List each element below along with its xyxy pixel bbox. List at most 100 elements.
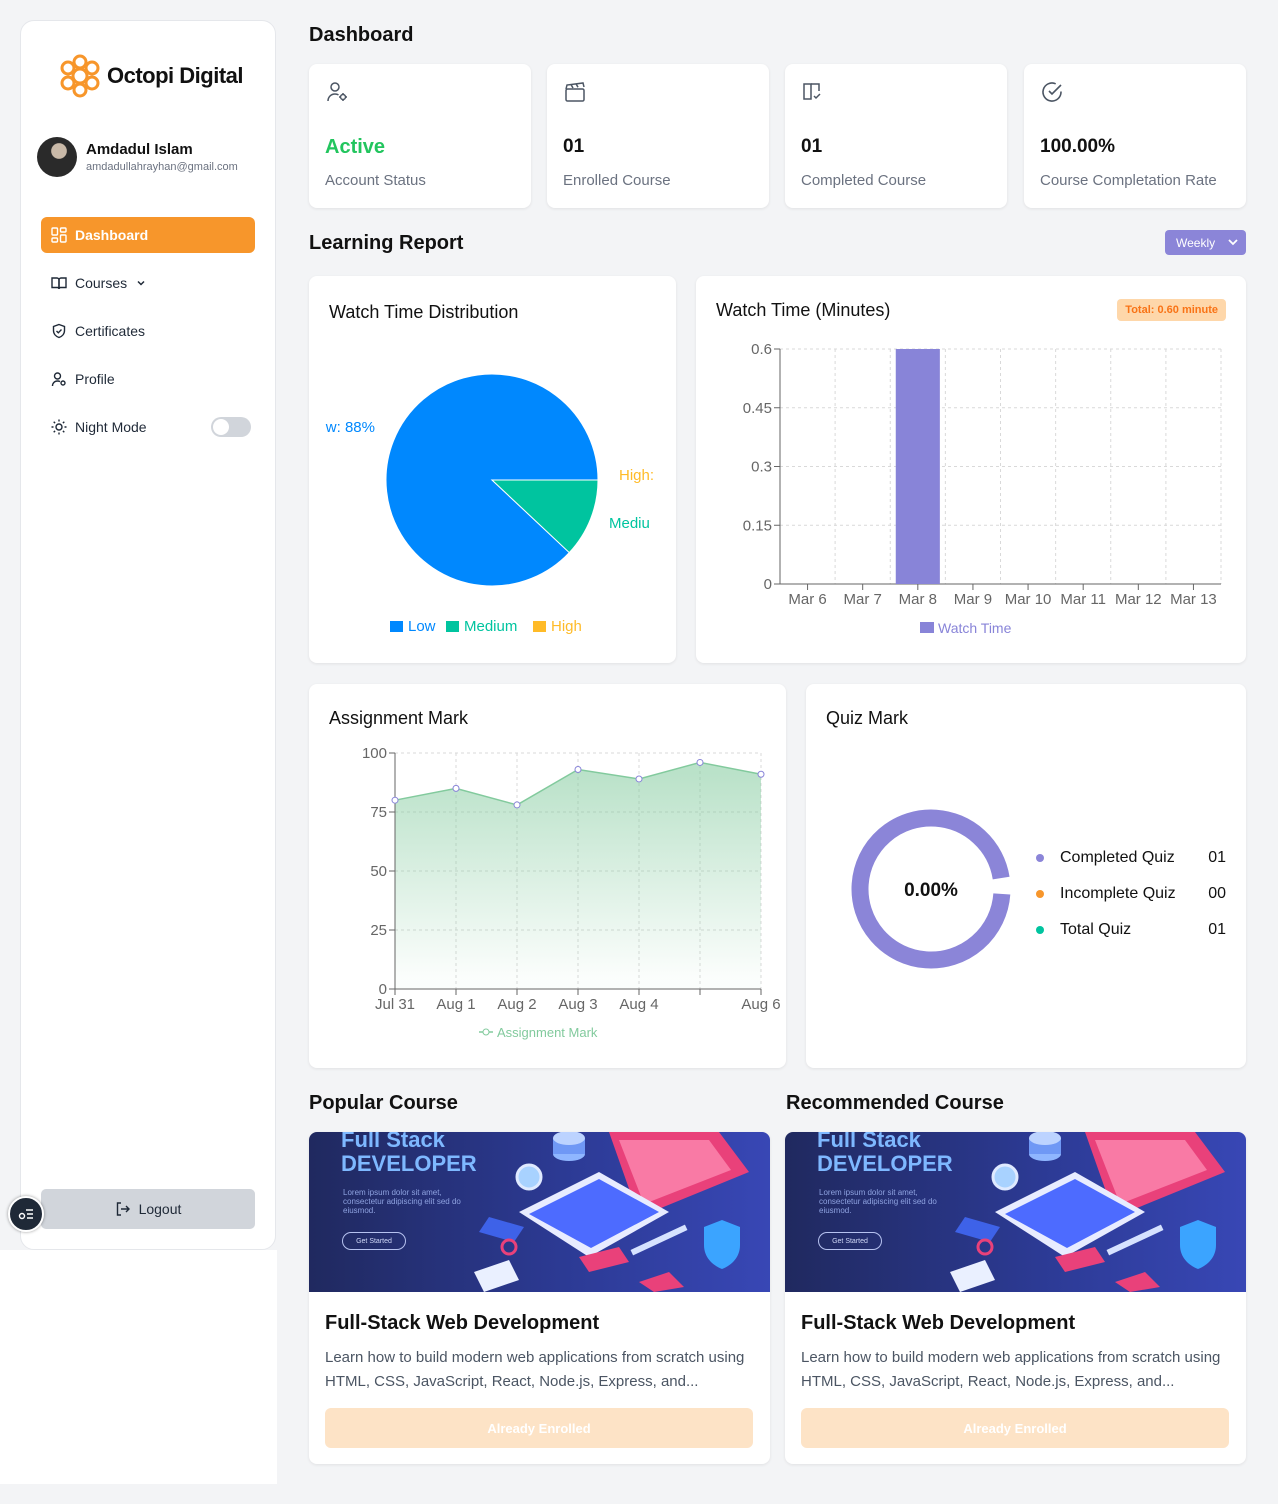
bar-mar-8[interactable] <box>895 349 940 584</box>
course-banner-image: Full Stack DEVELOPER Lorem ipsum dolor s… <box>785 1132 1246 1292</box>
sidebar-item-label: Night Mode <box>75 419 147 435</box>
data-point[interactable] <box>635 775 643 783</box>
period-select[interactable]: Weekly <box>1165 230 1246 255</box>
x-tick-label: Aug 4 <box>619 996 658 1013</box>
sidebar-item-label: Certificates <box>75 323 146 339</box>
legend-dot <box>1036 854 1044 862</box>
legend-value: 00 <box>1208 885 1226 902</box>
stat-card-completed-course: 01 Completed Course <box>785 64 1007 208</box>
pie-label-low: w: 88% <box>325 419 375 436</box>
chart-title: Quiz Mark <box>826 708 909 728</box>
stat-value: 01 <box>563 136 585 157</box>
data-point[interactable] <box>391 796 399 804</box>
logout-label: Logout <box>138 1201 182 1217</box>
brand-name: Octopi Digital <box>107 63 244 88</box>
banner-text: Lorem ipsum dolor sit amet, consectetur … <box>819 1188 937 1215</box>
watch-time-minutes-card: Watch Time (Minutes) Total: 0.60 minute … <box>696 276 1246 663</box>
y-tick-label: 0.6 <box>751 341 772 358</box>
stat-card-enrolled-course: 01 Enrolled Course <box>547 64 769 208</box>
course-description: Learn how to build modern web applicatio… <box>801 1349 1221 1390</box>
learning-report-title: Learning Report <box>309 232 464 254</box>
shield-check-icon <box>52 323 66 339</box>
chart-title: Watch Time Distribution <box>329 302 519 322</box>
x-tick-label: Mar 8 <box>899 591 937 608</box>
already-enrolled-button[interactable]: Already Enrolled <box>801 1408 1229 1448</box>
legend-swatch-low <box>390 621 403 632</box>
legend-marker-assignment-mark <box>482 1028 490 1036</box>
sidebar-footer-area <box>0 1250 277 1484</box>
course-title[interactable]: Full-Stack Web Development <box>325 1312 600 1334</box>
x-tick-label: Aug 6 <box>741 996 780 1013</box>
legend-dot <box>1036 926 1044 934</box>
y-tick-label: 100 <box>362 745 387 762</box>
logout-icon <box>116 1202 130 1216</box>
developer-illustration <box>474 1132 749 1292</box>
y-tick-label: 50 <box>370 863 387 880</box>
data-point[interactable] <box>757 770 765 778</box>
data-point[interactable] <box>452 784 460 792</box>
pie-label-high: High: <box>619 467 654 484</box>
x-tick-label: Mar 9 <box>954 591 992 608</box>
recommended-course-title: Recommended Course <box>786 1092 1004 1114</box>
quiz-legend-row: Total Quiz 01 <box>1036 912 1226 948</box>
sidebar-item-profile[interactable]: Profile <box>41 361 255 397</box>
stat-card-account-status: Active Account Status <box>309 64 531 208</box>
x-tick-label: Aug 2 <box>497 996 536 1013</box>
night-mode-toggle[interactable] <box>211 417 251 437</box>
sun-icon <box>51 419 67 435</box>
y-tick-label: 25 <box>370 922 387 939</box>
assignment-mark-card: Assignment Mark 0 25 50 75 100 Jul 31 Aug 1 Aug… <box>309 684 786 1068</box>
data-point[interactable] <box>513 801 521 809</box>
legend-label-watch-time: Watch Time <box>938 620 1012 636</box>
chevron-down-icon <box>137 280 145 286</box>
sidebar-item-courses[interactable]: Courses <box>41 265 255 301</box>
legend-label-low: Low <box>408 618 436 635</box>
sidebar-item-label: Dashboard <box>75 227 149 243</box>
user-name: Amdadul Islam <box>86 141 193 158</box>
legend-label: Total Quiz <box>1060 921 1132 938</box>
chevron-down-icon <box>1228 239 1238 246</box>
x-tick-label: Aug 3 <box>558 996 597 1013</box>
data-point[interactable] <box>574 766 582 774</box>
user-gear-icon <box>51 372 66 387</box>
quiz-legend: Completed Quiz 01 Incomplete Quiz 00 Tot… <box>1036 840 1226 948</box>
course-title[interactable]: Full-Stack Web Development <box>801 1312 1076 1334</box>
y-tick-label: 0.15 <box>743 517 772 534</box>
already-enrolled-button[interactable]: Already Enrolled <box>325 1408 753 1448</box>
quiz-mark-card: Quiz Mark 0.00% Completed Quiz 01 Incomp… <box>806 684 1246 1068</box>
watch-time-distribution-card: Watch Time Distribution w: 88% High: Med… <box>309 276 676 663</box>
popular-course-title: Popular Course <box>309 1092 458 1114</box>
x-tick-label: Jul 31 <box>375 996 415 1013</box>
accessibility-menu-button[interactable] <box>8 1196 44 1232</box>
user-gear-icon <box>327 82 347 102</box>
brand-logo[interactable]: Octopi Digital <box>57 53 244 99</box>
stat-label: Enrolled Course <box>563 172 671 189</box>
legend-label: Completed Quiz <box>1060 849 1175 866</box>
circle-check-icon <box>1042 82 1062 102</box>
stat-label: Course Completation Rate <box>1040 172 1217 189</box>
banner-heading: DEVELOPER <box>817 1151 953 1176</box>
donut-center-label: 0.00% <box>904 880 958 901</box>
legend-dot <box>1036 890 1044 898</box>
recommended-course-card[interactable]: Full Stack DEVELOPER Lorem ipsum dolor s… <box>785 1132 1246 1464</box>
pie-slice-medium[interactable] <box>490 479 599 554</box>
stat-value: Active <box>325 136 386 158</box>
sidebar-item-night-mode[interactable]: Night Mode <box>41 409 255 445</box>
user-profile[interactable]: Amdadul Islam amdadullahrayhan@gmail.com <box>37 137 238 177</box>
sidebar-item-certificates[interactable]: Certificates <box>41 313 255 349</box>
period-select-value: Weekly <box>1176 235 1216 250</box>
logout-button[interactable]: Logout <box>41 1189 255 1229</box>
sidebar-item-dashboard[interactable]: Dashboard <box>41 217 255 253</box>
area-fill <box>395 762 761 989</box>
x-tick-label: Mar 12 <box>1115 591 1162 608</box>
data-point[interactable] <box>696 758 704 766</box>
stat-card-completion-rate: 100.00% Course Completation Rate <box>1024 64 1246 208</box>
user-email: amdadullahrayhan@gmail.com <box>86 161 238 173</box>
legend-label-high: High <box>551 618 582 635</box>
menu-settings-icon <box>18 1209 33 1220</box>
popular-course-card[interactable]: Full Stack DEVELOPER Lorem ipsum dolor s… <box>309 1132 770 1464</box>
sidebar-nav: Dashboard Courses Certificates Profile N… <box>41 217 255 457</box>
page-title: Dashboard <box>309 24 414 46</box>
pie-legend: Low Medium High <box>390 618 582 635</box>
stat-label: Account Status <box>325 172 426 189</box>
